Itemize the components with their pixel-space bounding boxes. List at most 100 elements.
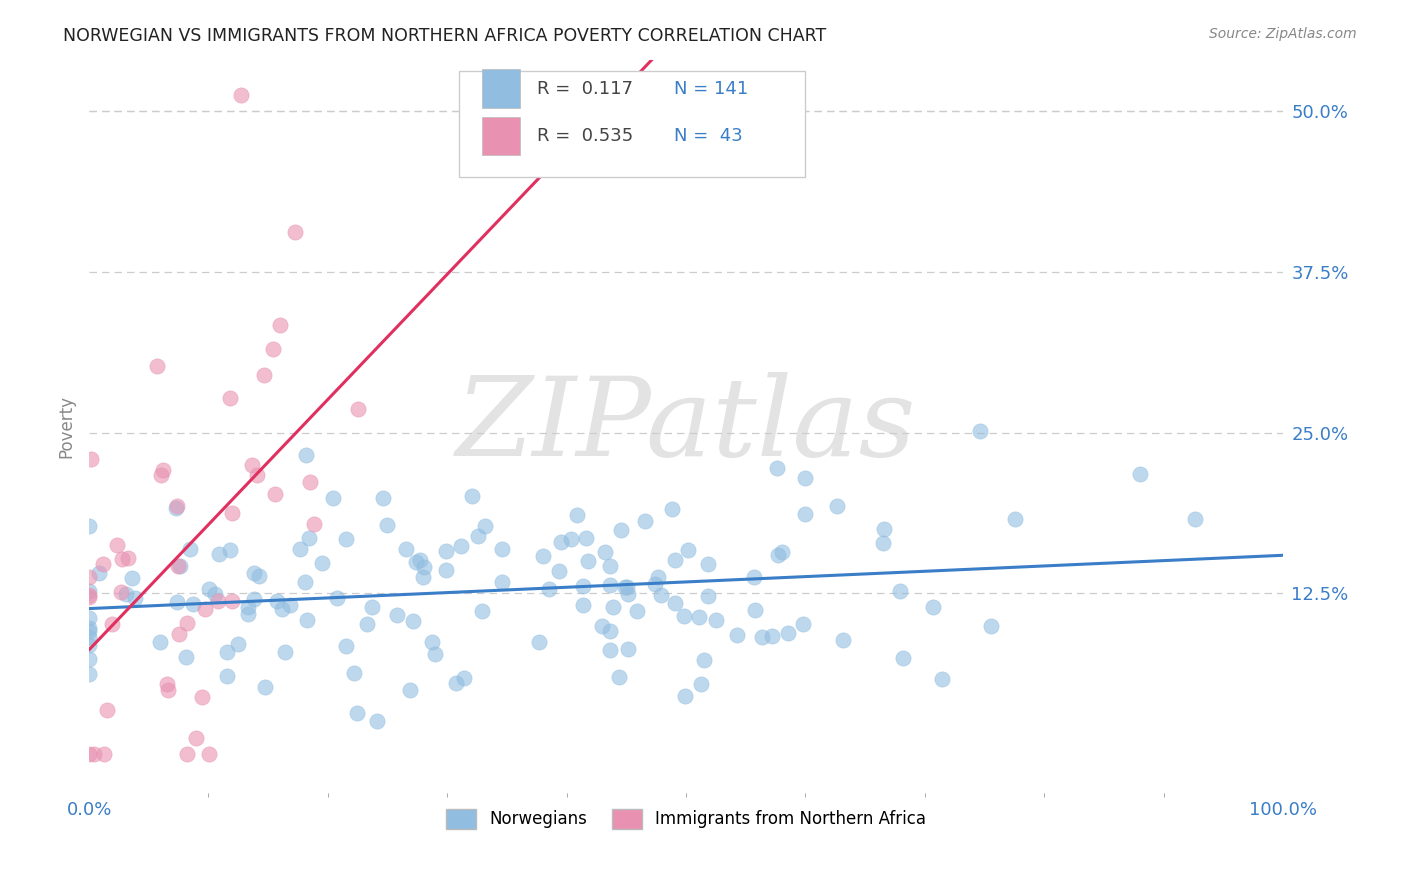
Point [77, 630, 100, 644]
Point [664, 553, 686, 567]
Point [208, 548, 231, 562]
Point [599, 642, 621, 657]
Point [77, 583, 100, 598]
Point [302, 517, 325, 532]
Point [793, 507, 815, 521]
Point [599, 578, 621, 592]
Point [742, 570, 765, 584]
Point [198, 582, 221, 597]
Point [240, 458, 263, 472]
Point [77, 638, 100, 652]
Point [461, 489, 484, 503]
Point [77, 747, 100, 761]
Point [236, 600, 259, 615]
Point [221, 506, 243, 520]
Point [105, 538, 128, 552]
Point [650, 588, 672, 602]
Point [117, 551, 139, 566]
Point [1129, 467, 1152, 482]
Point [413, 560, 436, 574]
Point [591, 618, 613, 632]
Point [453, 671, 475, 685]
Point [770, 545, 793, 559]
Point [274, 645, 297, 659]
Point [434, 563, 457, 577]
Point [77, 519, 100, 533]
Point [565, 508, 588, 522]
Point [335, 639, 357, 653]
Point [423, 647, 446, 661]
Point [124, 591, 146, 606]
Point [794, 471, 817, 485]
Point [491, 575, 513, 590]
Point [1184, 512, 1206, 526]
Point [676, 543, 699, 558]
Point [593, 544, 616, 558]
Point [373, 491, 395, 505]
Point [226, 637, 249, 651]
Point [356, 617, 378, 632]
Point [176, 616, 198, 631]
Point [471, 604, 494, 618]
Point [149, 635, 172, 649]
Point [207, 594, 229, 608]
Text: R =  0.535: R = 0.535 [537, 127, 633, 145]
Point [77, 651, 100, 665]
Point [269, 318, 291, 332]
Point [360, 599, 382, 614]
Point [599, 559, 621, 574]
Point [217, 645, 239, 659]
Point [186, 731, 208, 746]
Point [96, 703, 118, 717]
Point [533, 549, 555, 563]
Bar [482, 70, 520, 108]
Point [254, 680, 277, 694]
Point [253, 368, 276, 382]
Point [270, 602, 292, 616]
Point [491, 541, 513, 556]
Point [610, 523, 633, 537]
Text: Source: ZipAtlas.com: Source: ZipAtlas.com [1209, 27, 1357, 41]
Point [264, 487, 287, 501]
Point [538, 582, 561, 597]
Point [409, 553, 432, 567]
Point [661, 502, 683, 516]
Point [166, 499, 188, 513]
Point [616, 580, 638, 594]
Point [827, 500, 849, 514]
Point [751, 630, 773, 644]
Point [744, 602, 766, 616]
Point [190, 690, 212, 705]
Point [366, 714, 388, 728]
Point [322, 491, 344, 505]
Point [145, 359, 167, 373]
Point [87, 566, 110, 580]
Point [325, 591, 347, 605]
Point [761, 629, 783, 643]
Point [152, 463, 174, 477]
Point [284, 225, 307, 239]
Point [647, 570, 669, 584]
Point [246, 468, 269, 483]
Point [335, 533, 357, 547]
Point [766, 548, 789, 562]
Point [575, 531, 598, 545]
Point [395, 541, 418, 556]
Point [450, 539, 472, 553]
Point [166, 559, 188, 574]
Point [298, 475, 321, 489]
Point [776, 625, 799, 640]
Point [77, 624, 100, 638]
Point [375, 518, 398, 533]
Point [576, 554, 599, 568]
Point [91, 557, 114, 571]
Point [633, 514, 655, 528]
Point [166, 595, 188, 609]
Point [93, 747, 115, 761]
Text: N =  43: N = 43 [673, 127, 742, 145]
Point [602, 600, 624, 615]
Point [613, 580, 636, 594]
Point [298, 531, 321, 545]
Point [167, 627, 190, 641]
Point [405, 555, 427, 569]
